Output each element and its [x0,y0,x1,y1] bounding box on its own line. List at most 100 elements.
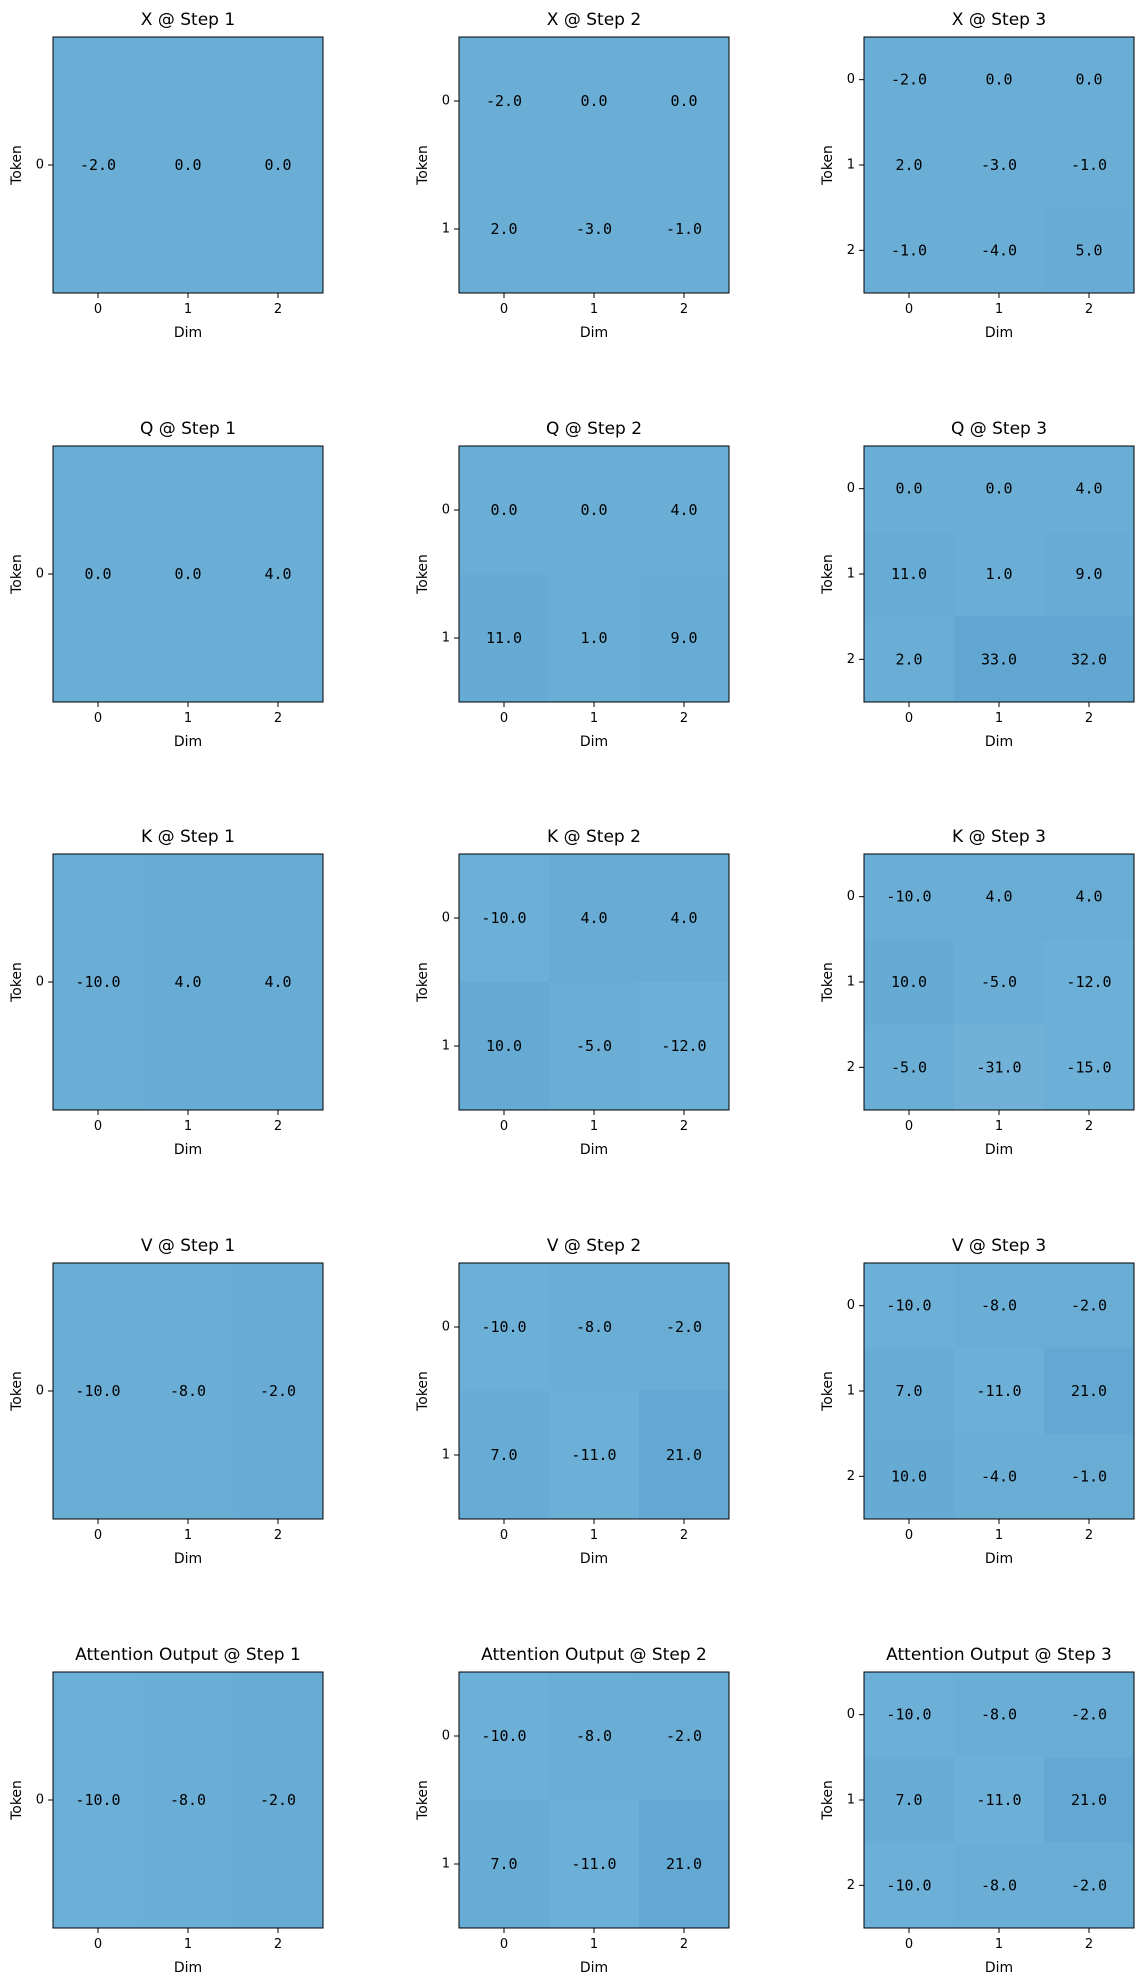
heatmap-cell [954,1672,1044,1758]
x-tick-label: 1 [590,302,598,317]
heatmap-cell [459,1391,549,1519]
x-tick-label: 0 [905,302,913,317]
heatmap-cell [1044,939,1134,1025]
cell-value-label: 11.0 [486,629,522,647]
heatmap-cell [53,37,143,293]
x-tick-label: 2 [680,1528,688,1543]
cell-value-label: 0.0 [174,565,201,583]
heatmap-cell [864,1757,954,1843]
panel-title: V @ Step 3 [952,1236,1046,1256]
cell-value-label: -2.0 [666,1318,702,1336]
x-tick-label: 1 [184,1937,192,1952]
heatmap-cell [459,165,549,293]
x-tick-label: 0 [500,1119,508,1134]
x-tick-label: 1 [184,302,192,317]
cell-value-label: -2.0 [260,1382,296,1400]
x-tick-label: 2 [1085,1528,1093,1543]
y-tick-label: 1 [442,1039,450,1054]
cell-value-label: -8.0 [576,1318,612,1336]
heatmap-cell [864,1024,954,1110]
x-axis-label: Dim [174,1142,202,1158]
cell-value-label: -10.0 [75,1382,120,1400]
heatmap-cell [549,446,639,574]
y-axis-label: Token [820,1371,836,1412]
y-axis-label: Token [9,1780,25,1821]
x-tick-label: 1 [184,1119,192,1134]
y-axis-label: Token [820,554,836,595]
heatmap-cell [1044,1024,1134,1110]
panel-title: Q @ Step 3 [951,419,1047,439]
x-axis-label: Dim [985,1142,1013,1158]
y-tick-label: 1 [442,1857,450,1872]
x-tick-label: 1 [995,1937,1003,1952]
heatmap-cell [954,122,1044,208]
cell-value-label: 21.0 [666,1855,702,1873]
heatmap-cell [1044,207,1134,293]
heatmap-cell [864,616,954,702]
heatmap-panel: -2.0 0.0 0.0 2.0 -3.0 -1.0 0 1 2 0 1 X @ Step 2 Dim T… [415,10,730,341]
cell-value-label: -2.0 [1071,1297,1107,1315]
heatmap-cell [954,854,1044,940]
x-tick-label: 0 [500,711,508,726]
cell-value-label: -10.0 [886,1876,931,1894]
heatmap-cell [143,446,233,702]
heatmap-cell [954,939,1044,1025]
cell-value-label: -5.0 [981,973,1017,991]
cell-value-label: 10.0 [891,1467,927,1485]
cell-value-label: -10.0 [886,888,931,906]
cell-value-label: -1.0 [1071,1467,1107,1485]
heatmap-cell [954,616,1044,702]
panel-title: V @ Step 2 [547,1236,641,1256]
cell-value-label: 0.0 [985,71,1012,89]
cell-value-label: 2.0 [490,220,517,238]
heatmap-cell [53,1672,143,1928]
heatmap-panel: -10.0 4.0 4.0 0 1 2 0 K @ Step 1 Dim Token [9,827,324,1158]
heatmap-panel: -10.0 -8.0 -2.0 7.0 -11.0 21.0 0 1 2 0 1 Attention … [415,1645,730,1976]
cell-value-label: 4.0 [264,973,291,991]
heatmap-cell [954,1842,1044,1928]
panel-title: Attention Output @ Step 2 [481,1645,707,1665]
cell-value-label: 33.0 [981,650,1017,668]
heatmap-cell [864,854,954,940]
cell-value-label: -1.0 [891,241,927,259]
heatmap-panel: -10.0 -8.0 -2.0 7.0 -11.0 21.0 0 1 2 0 1 V @ Step 2… [415,1236,730,1567]
cell-value-label: -1.0 [1071,156,1107,174]
heatmap-cell [143,1263,233,1519]
heatmap-cell [864,1348,954,1434]
cell-value-label: 2.0 [895,650,922,668]
heatmap-cell [549,574,639,702]
cell-value-label: -11.0 [976,1382,1021,1400]
heatmap-cell [954,1348,1044,1434]
heatmap-cell [459,1263,549,1391]
heatmap-panel: 0.0 0.0 4.0 0 1 2 0 Q @ Step 1 Dim Token [9,419,324,750]
cell-value-label: -2.0 [1071,1706,1107,1724]
heatmap-panel: -10.0 4.0 4.0 10.0 -5.0 -12.0 0 1 2 0 1 K @ Step 2 D… [415,827,730,1158]
heatmap-cell [1044,1757,1134,1843]
cell-value-label: 4.0 [1075,888,1102,906]
cell-value-label: -4.0 [981,1467,1017,1485]
cell-value-label: -8.0 [981,1706,1017,1724]
heatmap-cell [549,1391,639,1519]
x-axis-label: Dim [580,1551,608,1567]
x-tick-label: 0 [94,1528,102,1543]
x-axis-label: Dim [580,1142,608,1158]
heatmap-cell [639,1391,729,1519]
y-tick-label: 1 [442,631,450,646]
x-tick-label: 0 [94,302,102,317]
heatmap-cell [233,1672,323,1928]
heatmap-cell [549,982,639,1110]
heatmap-cell [459,1800,549,1928]
heatmap-cell [639,446,729,574]
y-tick-label: 2 [847,1469,855,1484]
heatmap-cell [459,574,549,702]
x-tick-label: 2 [680,302,688,317]
x-tick-label: 0 [905,1937,913,1952]
x-axis-label: Dim [174,1551,202,1567]
cell-value-label: 0.0 [670,92,697,110]
cell-value-label: 0.0 [985,480,1012,498]
y-axis-label: Token [9,554,25,595]
y-tick-label: 1 [847,1384,855,1399]
y-tick-label: 0 [442,94,450,109]
x-tick-label: 0 [500,302,508,317]
